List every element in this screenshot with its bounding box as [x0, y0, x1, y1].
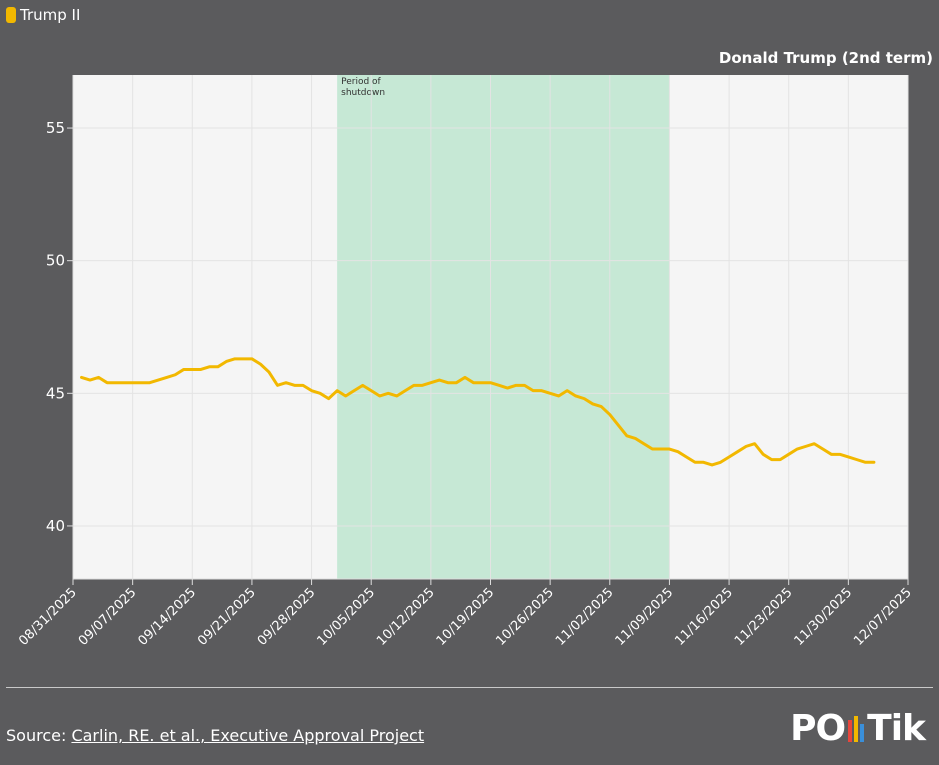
legend: Trump II	[6, 6, 80, 24]
x-tick-label: 11/16/2025	[672, 585, 736, 649]
x-tick-label: 10/05/2025	[314, 585, 378, 649]
y-tick-label: 50	[46, 252, 65, 270]
legend-label: Trump II	[20, 6, 81, 24]
x-tick-label: 10/26/2025	[493, 585, 557, 649]
x-tick-label: 10/19/2025	[434, 585, 498, 649]
x-tick-label: 08/31/2025	[16, 585, 80, 649]
annotation-text: Period of shutdown	[341, 77, 386, 98]
x-tick-label: 12/07/2025	[851, 585, 915, 649]
x-tick-label: 09/07/2025	[76, 585, 140, 649]
x-tick-label: 09/28/2025	[255, 585, 319, 649]
series-line	[80, 357, 876, 467]
x-tick-label: 09/21/2025	[195, 585, 259, 649]
y-tick-label: 55	[46, 119, 65, 137]
separator	[6, 687, 933, 688]
x-tick-label: 10/12/2025	[374, 585, 438, 649]
source-link[interactable]: Carlin, RE. et al., Executive Approval P…	[71, 726, 425, 745]
y-tick-label: 40	[46, 517, 65, 535]
legend-swatch	[6, 7, 16, 23]
shutdown-band	[337, 75, 670, 579]
logo-right: Tik	[867, 708, 926, 749]
x-tick-label: 09/14/2025	[136, 585, 200, 649]
source: Source: Carlin, RE. et al., Executive Ap…	[6, 726, 424, 745]
x-tick-label: 11/09/2025	[613, 585, 677, 649]
logo-bars	[848, 716, 865, 742]
chart-title: Donald Trump (2nd term)	[719, 49, 933, 67]
x-tick-label: 11/30/2025	[792, 585, 856, 649]
annotation-box: Period of shutdown	[341, 77, 386, 98]
x-tick-label: 11/02/2025	[553, 585, 617, 649]
x-tick-label: 11/23/2025	[732, 585, 796, 649]
y-tick-label: 45	[46, 384, 65, 402]
source-label: Source:	[6, 726, 67, 745]
logo-left: PO	[790, 708, 846, 749]
logo: PO Tik	[790, 708, 926, 749]
chart: Donald Trump (2nd term) Period of shutdow…	[16, 49, 933, 649]
